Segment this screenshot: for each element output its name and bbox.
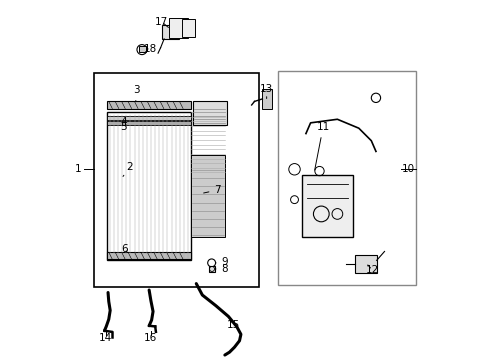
Bar (208, 266, 215, 272)
Bar (94, 73, 258, 287)
Bar (107, 121, 190, 125)
Text: 10: 10 (402, 164, 414, 174)
Text: 8: 8 (215, 264, 228, 274)
Bar (107, 116, 190, 120)
Bar (107, 102, 190, 109)
Bar (168, 18, 188, 38)
Bar (107, 252, 190, 259)
Text: 15: 15 (226, 320, 239, 330)
Bar (190, 155, 224, 237)
Bar (139, 46, 145, 53)
Text: 14: 14 (99, 333, 112, 343)
Bar (192, 102, 226, 125)
Bar (262, 89, 272, 109)
Text: 13: 13 (260, 84, 273, 99)
Bar (301, 175, 353, 237)
Text: 5: 5 (120, 122, 126, 132)
Bar (107, 112, 190, 260)
Text: 2: 2 (123, 162, 133, 176)
Text: 3: 3 (133, 85, 140, 102)
Text: 9: 9 (216, 257, 228, 267)
Text: 4: 4 (121, 117, 127, 127)
Text: 6: 6 (122, 244, 128, 253)
Text: 16: 16 (144, 333, 157, 343)
Bar (278, 71, 415, 285)
Bar (181, 18, 195, 37)
Bar (354, 255, 376, 273)
Text: 17: 17 (155, 17, 168, 27)
Text: 7: 7 (203, 185, 221, 195)
Text: 12: 12 (365, 265, 378, 275)
Text: 11: 11 (314, 122, 329, 170)
Text: 1: 1 (75, 164, 81, 174)
Text: 18: 18 (144, 44, 157, 54)
Bar (162, 25, 179, 39)
